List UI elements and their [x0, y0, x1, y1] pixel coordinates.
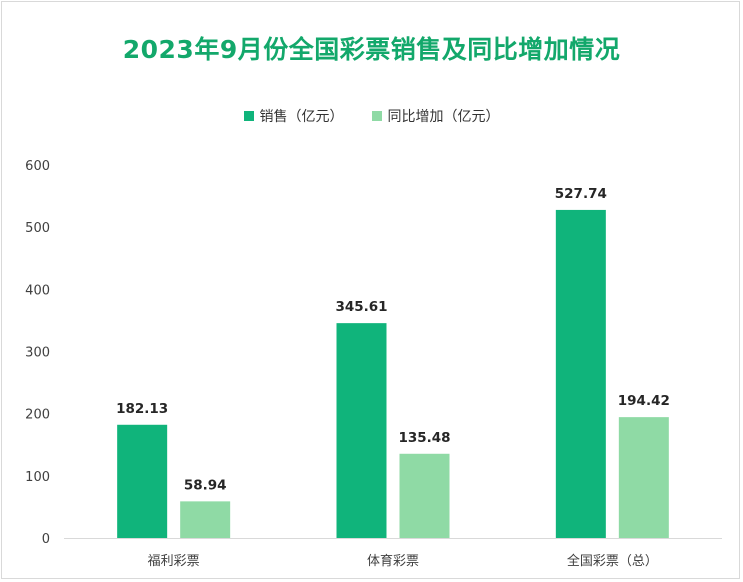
- y-tick-label: 600: [25, 159, 50, 174]
- legend: 销售（亿元） 同比增加（亿元）: [0, 106, 743, 126]
- data-label: 135.48: [398, 430, 450, 446]
- bar-sales: [555, 209, 606, 538]
- bar-yoy-increase: [618, 417, 669, 538]
- bar-yoy-increase: [399, 453, 450, 538]
- x-tick-label: 福利彩票: [148, 554, 200, 569]
- bar-sales: [117, 424, 168, 538]
- x-tick-label: 全国彩票（总）: [567, 553, 658, 569]
- x-tick-label: 体育彩票: [367, 553, 419, 569]
- y-tick-label: 100: [25, 470, 50, 485]
- y-tick-label: 500: [25, 221, 50, 236]
- data-label: 182.13: [116, 401, 168, 417]
- chart-title: 2023年9月份全国彩票销售及同比增加情况: [122, 35, 621, 64]
- data-label: 527.74: [555, 186, 607, 202]
- y-tick-label: 0: [42, 532, 50, 547]
- legend-swatch-yoy-increase: [371, 111, 382, 121]
- legend-label-sales: 销售（亿元）: [259, 109, 344, 125]
- y-tick-label: 200: [25, 408, 50, 423]
- legend-item-sales: 销售（亿元）: [243, 106, 344, 126]
- legend-item-yoy-increase: 同比增加（亿元）: [371, 106, 500, 126]
- y-tick-label: 400: [25, 283, 50, 298]
- legend-label-yoy-increase: 同比增加（亿元）: [387, 109, 500, 125]
- bar-yoy-increase: [180, 501, 231, 538]
- y-tick-label: 300: [25, 346, 50, 361]
- legend-swatch-sales: [243, 111, 254, 121]
- data-label: 58.94: [184, 477, 227, 493]
- data-label: 345.61: [335, 299, 387, 315]
- bar-sales: [336, 323, 387, 538]
- data-label: 194.42: [618, 393, 670, 409]
